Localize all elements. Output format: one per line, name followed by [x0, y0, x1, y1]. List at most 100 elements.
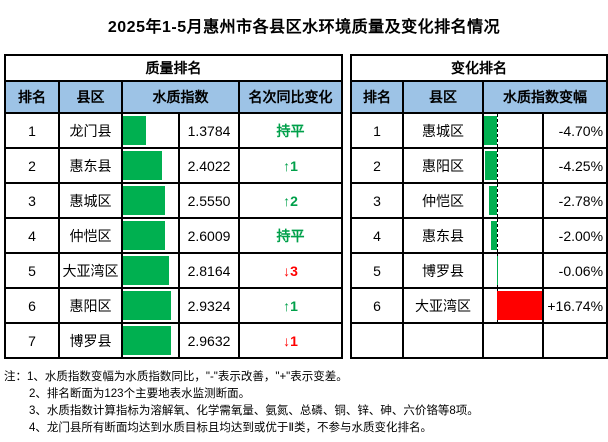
- district-cell: 博罗县: [58, 322, 123, 359]
- district-cell: 惠城区: [402, 112, 485, 149]
- rank-change: 持平: [237, 217, 344, 254]
- change-bar-cell: [482, 217, 545, 254]
- wqi-value: 2.6009: [178, 217, 240, 254]
- rank-cell: [350, 322, 405, 359]
- zero-axis-line: [496, 220, 498, 251]
- table-row: 2 惠阳区 -4.25%: [350, 147, 608, 184]
- wqi-bar-cell: [121, 182, 180, 219]
- rank-cell: 1: [4, 112, 60, 149]
- wqi-value: 2.4022: [178, 147, 240, 184]
- rank-change: ↑1: [237, 287, 344, 324]
- zero-axis-line: [496, 150, 498, 181]
- rank-cell: 4: [4, 217, 60, 254]
- table-row: 6 大亚湾区 +16.74%: [350, 287, 608, 324]
- footnote-2: 2、排名断面为123个主要地表水监测断面。: [29, 388, 251, 400]
- rank-change: ↑1: [237, 147, 344, 184]
- change-data-bar: [496, 291, 542, 320]
- col-header-rank: 排名: [4, 80, 60, 114]
- col-header-district: 县区: [58, 80, 123, 114]
- col-header-rank-change: 名次同比变化: [237, 80, 344, 114]
- zero-axis-line: [496, 115, 498, 146]
- district-cell: 惠阳区: [58, 287, 123, 324]
- rank-cell: 7: [4, 322, 60, 359]
- table-row: 4 仲恺区 2.6009 持平: [4, 217, 344, 254]
- change-group-header: 变化排名: [350, 54, 608, 82]
- wqi-value: 1.3784: [178, 112, 240, 149]
- change-value: -2.00%: [542, 217, 608, 254]
- footnote-1: 注：1、水质指数变幅为水质指数同比，"-"表示改善，"+"表示变差。: [4, 371, 348, 383]
- rank-cell: 2: [4, 147, 60, 184]
- district-cell: 博罗县: [402, 252, 485, 289]
- rank-change: ↓1: [237, 322, 344, 359]
- change-bar-cell: [482, 287, 545, 324]
- col-header-rank: 排名: [350, 80, 405, 114]
- district-cell: 仲恺区: [58, 217, 123, 254]
- rank-cell: 1: [350, 112, 405, 149]
- quality-data-bar: [124, 116, 146, 145]
- change-bar-cell: [482, 322, 545, 359]
- table-row: 6 惠阳区 2.9324 ↑1: [4, 287, 344, 324]
- change-bar-cell: [482, 252, 545, 289]
- wqi-value: 2.8164: [178, 252, 240, 289]
- wqi-bar-cell: [121, 252, 180, 289]
- footnote-3: 3、水质指数计算指标为溶解氧、化学需氧量、氨氮、总磷、铜、锌、砷、六价铬等8项。: [29, 405, 479, 417]
- table-row: 1 龙门县 1.3784 持平: [4, 112, 344, 149]
- rank-cell: 4: [350, 217, 405, 254]
- rank-change: 持平: [237, 112, 344, 149]
- wqi-bar-cell: [121, 112, 180, 149]
- change-value: -2.78%: [542, 182, 608, 219]
- district-cell: [402, 322, 485, 359]
- district-cell: 惠阳区: [402, 147, 485, 184]
- quality-data-bar: [124, 291, 171, 320]
- district-cell: 大亚湾区: [402, 287, 485, 324]
- change-data-bar: [491, 221, 497, 250]
- change-bar-cell: [482, 147, 545, 184]
- footnote-4: 4、龙门县所有断面均达到水质目标且均达到或优于Ⅱ类，不参与水质变化排名。: [29, 422, 433, 434]
- wqi-value: 2.9632: [178, 322, 240, 359]
- wqi-bar-cell: [121, 322, 180, 359]
- change-data-bar: [485, 116, 497, 145]
- district-cell: 大亚湾区: [58, 252, 123, 289]
- quality-group-header: 质量排名: [3, 54, 344, 82]
- zero-axis-line: [496, 185, 498, 216]
- table-row: 4 惠东县 -2.00%: [350, 217, 608, 254]
- wqi-value: 2.5550: [178, 182, 240, 219]
- wqi-value: 2.9324: [178, 287, 240, 324]
- district-cell: 惠城区: [58, 182, 123, 219]
- change-value: -4.25%: [542, 147, 608, 184]
- table-row: 3 仲恺区 -2.78%: [350, 182, 608, 219]
- wqi-bar-cell: [121, 217, 180, 254]
- table-row: 1 惠城区 -4.70%: [350, 112, 608, 149]
- change-value: +16.74%: [542, 287, 608, 324]
- col-header-wqi: 水质指数: [121, 80, 240, 114]
- table-row: 7 博罗县 2.9632 ↓1: [4, 322, 344, 359]
- rank-cell: 6: [350, 287, 405, 324]
- district-cell: 惠东县: [402, 217, 485, 254]
- quality-data-bar: [124, 221, 166, 250]
- rank-change: ↑2: [237, 182, 344, 219]
- page-title: 2025年1-5月惠州市各县区水环境质量及变化排名情况: [107, 19, 501, 36]
- quality-data-bar: [124, 256, 169, 285]
- quality-data-bar: [124, 151, 163, 180]
- rank-cell: 3: [4, 182, 60, 219]
- district-cell: 惠东县: [58, 147, 123, 184]
- rank-cell: 3: [350, 182, 405, 219]
- table-row: [350, 322, 608, 359]
- quality-data-bar: [124, 326, 172, 355]
- change-data-bar: [489, 186, 497, 215]
- rank-cell: 2: [350, 147, 405, 184]
- table-row: 5 博罗县 -0.06%: [350, 252, 608, 289]
- col-header-wqi-change: 水质指数变幅: [482, 80, 608, 114]
- change-value: [542, 322, 608, 359]
- quality-ranking-table: 质量排名 排名 县区 水质指数 名次同比变化 1 龙门县 1.3784 持平 2…: [3, 54, 344, 359]
- change-ranking-table: 变化排名 排名 县区 水质指数变幅 1 惠城区 -4.70% 2 惠阳区 -4.…: [350, 54, 608, 359]
- district-cell: 龙门县: [58, 112, 123, 149]
- table-row: 5 大亚湾区 2.8164 ↓3: [4, 252, 344, 289]
- table-row: 3 惠城区 2.5550 ↑2: [4, 182, 344, 219]
- table-row: 2 惠东县 2.4022 ↑1: [4, 147, 344, 184]
- col-header-district: 县区: [402, 80, 485, 114]
- change-data-bar: [485, 151, 497, 180]
- rank-cell: 6: [4, 287, 60, 324]
- change-value: -0.06%: [542, 252, 608, 289]
- rank-cell: 5: [350, 252, 405, 289]
